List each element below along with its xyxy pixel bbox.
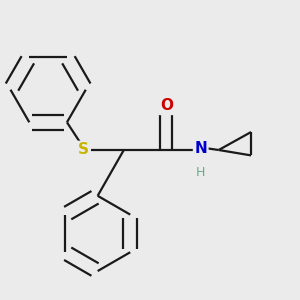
Text: H: H (196, 166, 206, 179)
Text: O: O (160, 98, 173, 113)
Text: N: N (194, 141, 207, 156)
Text: S: S (77, 142, 88, 158)
